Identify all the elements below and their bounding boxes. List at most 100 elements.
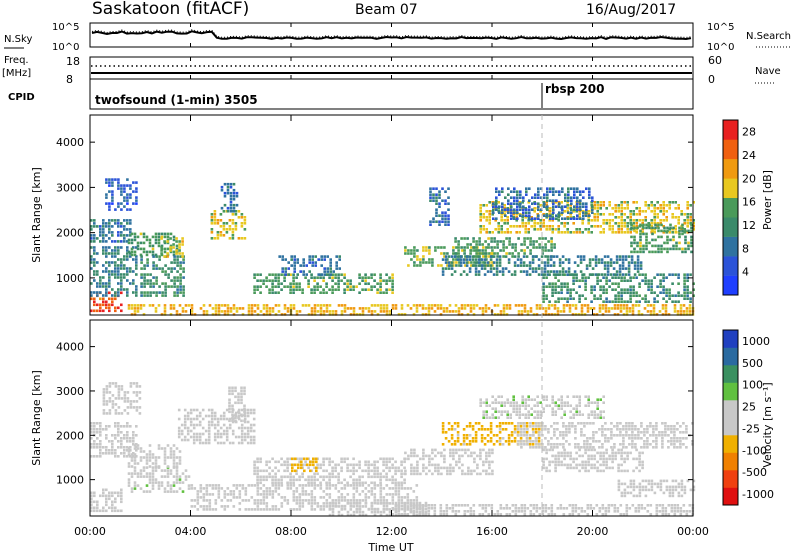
power-region-15 (479, 201, 695, 234)
colorbar-swatch (723, 236, 738, 257)
velocity-region-2 (102, 382, 142, 415)
freq-right-tick-bottom: 0 (708, 73, 715, 86)
x-tick-label: 12:00 (376, 525, 408, 538)
y-tick-label: 4000 (56, 341, 84, 354)
colorbar-swatch (723, 217, 738, 237)
power-region-19 (630, 223, 693, 254)
power-region-18 (542, 273, 695, 303)
x-tick-label: 16:00 (476, 525, 508, 538)
power-region-16 (441, 255, 643, 276)
colorbar-swatch (723, 452, 738, 471)
noise-right-tick-bottom: 10^0 (707, 42, 734, 53)
freq-right-tick-top: 60 (708, 54, 722, 67)
colorbar-tick-label: 100 (742, 379, 763, 392)
freq-left-label-1: Freq. (4, 55, 29, 66)
colorbar-swatch (723, 256, 738, 276)
velocity-region-8 (253, 457, 406, 485)
colorbar-frame (722, 119, 739, 296)
colorbar-tick-label: -1000 (742, 488, 774, 501)
x-tick-label: 00:00 (74, 525, 106, 538)
colorbar-swatch (723, 365, 738, 383)
cpid-segment-2: rbsp 200 (545, 82, 604, 96)
power-region-10 (278, 255, 341, 276)
power-region-5 (140, 255, 185, 297)
power-region-3 (105, 178, 138, 211)
y-tick-label: 4000 (56, 136, 84, 149)
noise-left-label: N.Sky (4, 34, 32, 45)
colorbar-tick-label: 4 (742, 266, 749, 279)
velocity-ylabel: Slant Range [km] (30, 370, 43, 466)
power-region-1 (90, 246, 138, 297)
colorbar-swatch (723, 487, 738, 506)
power-colorbar-label: Power [dB] (761, 170, 774, 230)
velocity-region-3 (127, 466, 191, 493)
noise-right-label: N.Search (746, 31, 791, 42)
y-tick-label: 2000 (56, 429, 84, 442)
freq-left-tick-bottom: 8 (66, 73, 73, 86)
noise-right-tick-top: 10^5 (707, 22, 734, 33)
colorbar-swatch (723, 435, 738, 453)
velocity-region-14 (517, 422, 694, 449)
velocity-colorbar-label: Velocity [m s⁻¹] (761, 382, 774, 467)
station-title: Saskatoon (fitACF) (92, 0, 249, 19)
velocity-region-13 (479, 395, 605, 419)
colorbar-swatch (723, 400, 738, 418)
velocity-heatmap (90, 382, 696, 517)
colorbar-tick-label: 8 (742, 242, 749, 255)
freq-left-tick-top: 18 (66, 55, 80, 68)
colorbar-tick-label: 25 (742, 401, 756, 414)
velocity-region-0 (90, 488, 123, 513)
power-heatmap (90, 178, 695, 316)
colorbar-swatch (723, 417, 738, 436)
y-tick-label: 3000 (56, 181, 84, 194)
colorbar-tick-label: -500 (742, 466, 767, 479)
velocity-region-12 (441, 422, 544, 446)
power-region-8 (220, 182, 239, 213)
freq-right-label: Nave (755, 66, 781, 77)
power-region-2 (90, 219, 132, 243)
noise-search-line (91, 29, 692, 39)
power-region-13 (429, 187, 450, 226)
cpid-segment-1: twofsound (1-min) 3505 (95, 93, 258, 107)
colorbar-swatch (723, 120, 738, 140)
freq-left-label-2: [MHz] (2, 68, 31, 79)
y-tick-label: 2000 (56, 227, 84, 240)
colorbar-tick-label: 28 (742, 126, 756, 139)
colorbar-swatch (723, 347, 738, 366)
velocity-region-6 (228, 386, 246, 423)
velocity-region-1 (90, 422, 138, 458)
x-tick-label: 20:00 (577, 525, 609, 538)
velocity-region-17 (391, 504, 695, 516)
noise-left-tick-bottom: 10^0 (52, 42, 79, 53)
colorbar-tick-label: 20 (742, 172, 756, 185)
x-tick-label: 04:00 (175, 525, 207, 538)
power-region-17 (492, 187, 594, 220)
velocity-region-11 (404, 448, 494, 476)
x-tick-label: 08:00 (275, 525, 307, 538)
velocity-region-16 (617, 479, 696, 498)
colorbar-frame (722, 329, 739, 506)
power-region-9 (253, 273, 394, 294)
noise-sky-line (91, 30, 692, 41)
colorbar-swatch (723, 382, 738, 401)
date-title: 16/Aug/2017 (586, 2, 676, 18)
power-region-14 (454, 237, 556, 258)
colorbar-swatch (723, 330, 738, 348)
colorbar-tick-label: -100 (742, 444, 767, 457)
noise-left-tick-top: 10^5 (52, 22, 79, 33)
colorbar-tick-label: 12 (742, 219, 756, 232)
power-region-11 (127, 304, 695, 316)
colorbar-tick-label: 1000 (742, 335, 770, 348)
colorbar-swatch (723, 275, 738, 296)
cpid-label: CPID (8, 92, 35, 103)
colorbar-tick-label: 16 (742, 196, 756, 209)
colorbar-tick-label: 24 (742, 149, 756, 162)
beam-title: Beam 07 (355, 2, 418, 18)
power-region-6 (160, 237, 184, 258)
x-tick-label: 00:00 (677, 525, 709, 538)
colorbar-tick-label: -25 (742, 422, 760, 435)
power-region-4 (127, 232, 179, 257)
colorbar-swatch (723, 470, 738, 488)
colorbar-swatch (723, 178, 738, 198)
